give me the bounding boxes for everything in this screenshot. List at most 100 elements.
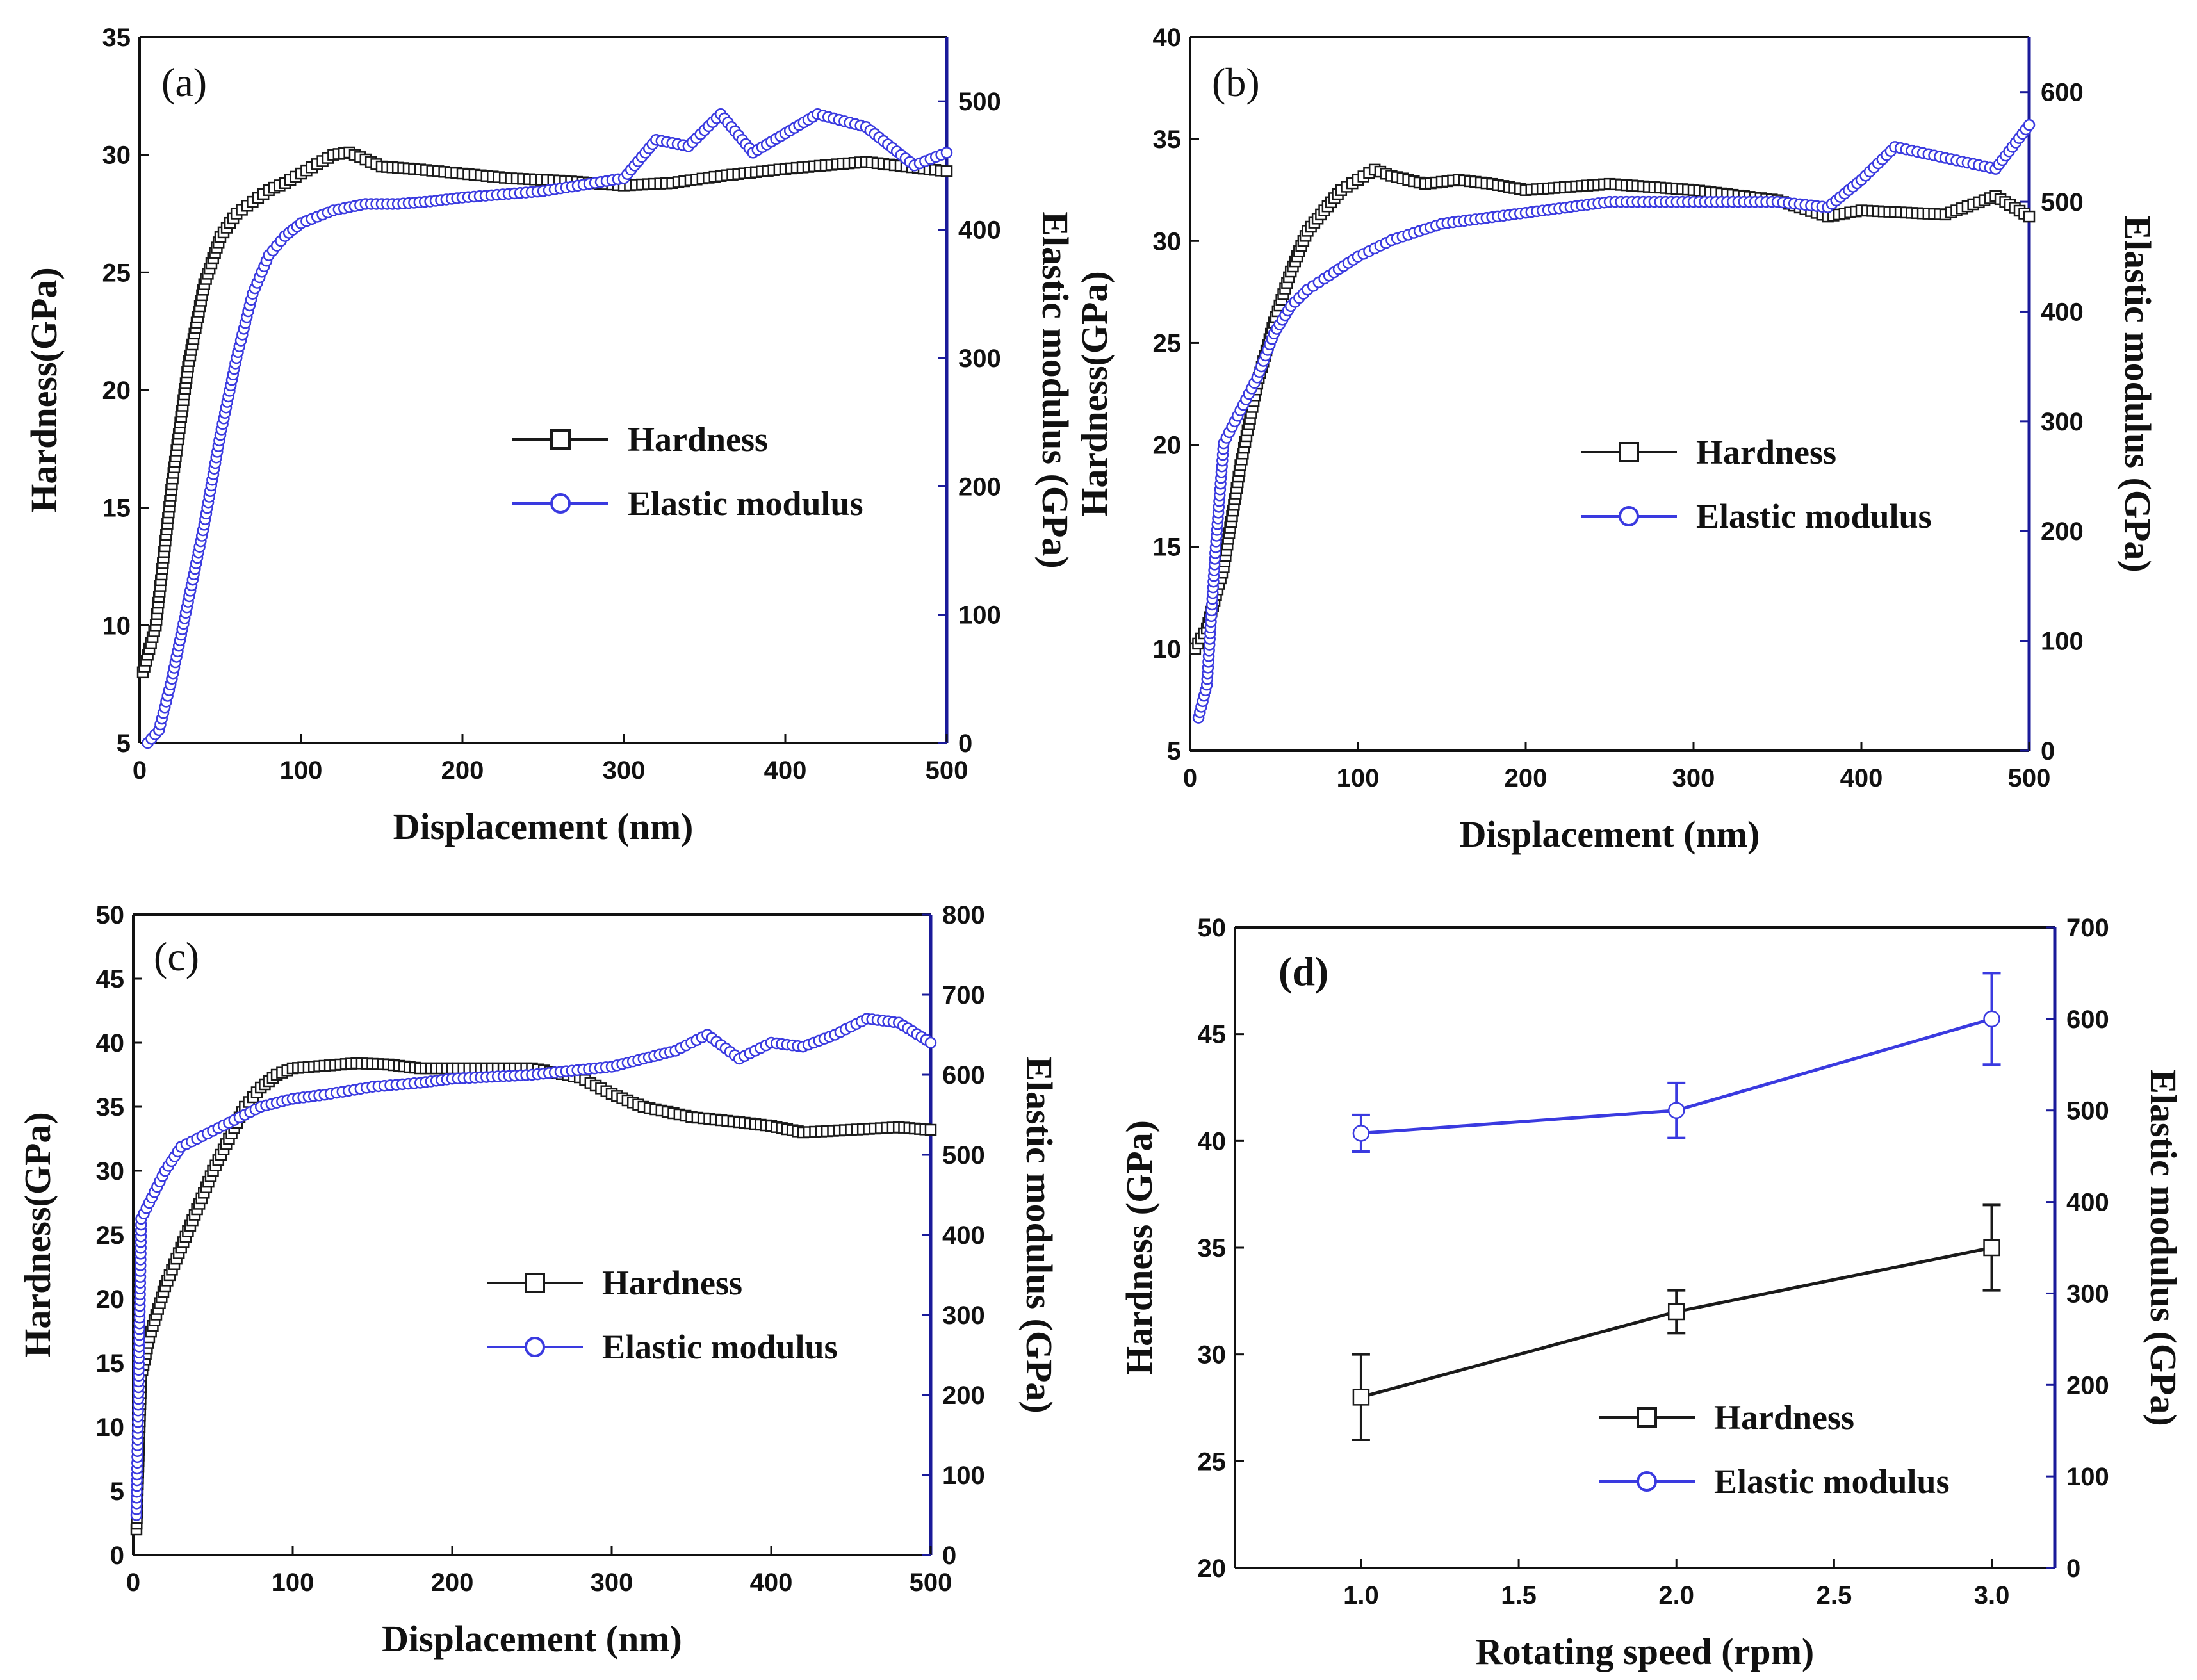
data-point: [924, 1123, 937, 1136]
y-tick-label: 40: [1198, 1127, 1227, 1155]
y2-tick-label: 200: [2041, 518, 2084, 546]
x-tick-label: 0: [126, 1569, 140, 1597]
x-tick-label: 500: [2008, 764, 2051, 792]
data-point: [2023, 118, 2036, 131]
legend-circle-marker: [1619, 506, 1639, 526]
y-tick-label: 25: [96, 1221, 125, 1250]
y-tick-label: 10: [1153, 635, 1182, 664]
y-tick-label: 10: [96, 1414, 125, 1442]
y-tick-label: 15: [96, 1350, 125, 1378]
legend-circle-marker: [1637, 1471, 1657, 1492]
legend-label: Hardness: [628, 420, 768, 459]
x-tick-label: 300: [603, 756, 646, 785]
y-tick-label: 30: [96, 1157, 125, 1186]
data-point: [1983, 1239, 2000, 1257]
y-tick-label: 40: [1153, 24, 1182, 52]
y-tick-label: 45: [1198, 1021, 1227, 1049]
x-axis-title: Displacement (nm): [1460, 813, 1760, 855]
y-tick-label: 35: [96, 1093, 125, 1121]
x-axis-title: Displacement (nm): [393, 806, 694, 847]
data-point: [1983, 1010, 2000, 1028]
x-tick-label: 200: [431, 1569, 474, 1597]
panel-label: (a): [161, 60, 207, 105]
y-tick-label: 50: [1198, 914, 1227, 942]
y2-tick-label: 500: [2041, 188, 2084, 216]
y2-tick-label: 0: [2066, 1554, 2080, 1583]
y2-axis-title: Elastic modulus (GPa): [1018, 1056, 1060, 1414]
legend-square-marker: [1619, 442, 1639, 462]
x-tick-label: 100: [1337, 764, 1380, 792]
chart-panel-c: 0 100 200 300 400 500051015202530354045500100…: [17, 901, 1060, 1660]
y-tick-label: 50: [96, 901, 125, 929]
y2-tick-label: 200: [958, 473, 1001, 501]
panel-label: (d): [1278, 949, 1328, 994]
x-tick-label: 3.0: [1974, 1581, 2010, 1610]
hardness-series: [1352, 1203, 2001, 1441]
y2-tick-label: 700: [2066, 914, 2109, 942]
y-tick-label: 5: [110, 1478, 124, 1506]
series-line: [142, 151, 947, 673]
y-tick-label: 25: [1198, 1448, 1227, 1476]
legend-square-marker: [550, 429, 571, 450]
modulus-series: [142, 108, 953, 749]
y-tick-label: 30: [1153, 227, 1182, 256]
y2-tick-label: 700: [942, 981, 985, 1009]
y2-tick-label: 300: [2041, 408, 2084, 436]
data-point: [924, 1036, 937, 1049]
y2-axis-title: Elastic modulus (GPa): [2143, 1069, 2184, 1426]
legend: Hardness Elastic modulus: [1581, 433, 1932, 535]
legend-label: Hardness: [602, 1264, 742, 1302]
data-point: [1352, 1389, 1370, 1406]
y2-tick-label: 100: [2066, 1463, 2109, 1491]
y2-tick-label: 0: [2041, 737, 2055, 765]
y2-axis-title: Elastic modulus (GPa): [2117, 215, 2159, 573]
legend-label: Hardness: [1696, 433, 1836, 471]
data-point: [1667, 1303, 1685, 1321]
y2-tick-label: 500: [2066, 1097, 2109, 1125]
y2-tick-label: 300: [942, 1301, 985, 1330]
y2-tick-label: 400: [942, 1221, 985, 1250]
y-axis-title: Hardness(GPa): [17, 1112, 58, 1357]
y-tick-label: 30: [102, 142, 131, 170]
y-tick-label: 40: [96, 1029, 125, 1057]
x-tick-label: 200: [441, 756, 484, 785]
y2-tick-label: 500: [958, 88, 1001, 116]
legend-circle-marker: [550, 493, 571, 514]
x-tick-label: 400: [750, 1569, 793, 1597]
legend-square-marker: [525, 1273, 545, 1293]
y2-tick-label: 500: [942, 1141, 985, 1170]
data-point: [940, 147, 953, 159]
x-tick-label: 2.5: [1817, 1581, 1852, 1610]
y-axis-title: Hardness(GPa): [23, 267, 65, 512]
y-tick-label: 25: [102, 259, 131, 287]
data-point: [1667, 1102, 1685, 1119]
y-tick-label: 35: [102, 24, 131, 52]
y-tick-label: 25: [1153, 329, 1182, 357]
x-tick-label: 500: [910, 1569, 952, 1597]
y2-tick-label: 800: [942, 901, 985, 929]
y2-tick-label: 300: [958, 345, 1001, 373]
hardness-series: [1189, 163, 2036, 655]
legend: Hardness Elastic modulus: [487, 1264, 838, 1366]
y-tick-label: 20: [102, 377, 131, 405]
chart-panel-a: 0 100 200 300 400 500 5 10 15 20 25 30 35 0 100 200 300 4…: [23, 24, 1076, 847]
x-axis-title: Displacement (nm): [382, 1618, 682, 1660]
x-tick-label: 100: [280, 756, 323, 785]
y2-tick-label: 600: [2041, 79, 2084, 107]
chart-panel-b: 0 100 200 300 400 500510152025303540010020030…: [1074, 24, 2159, 855]
y-tick-label: 20: [96, 1285, 125, 1314]
y-tick-label: 5: [117, 730, 131, 758]
x-tick-label: 500: [926, 756, 968, 785]
y2-tick-label: 600: [2066, 1006, 2109, 1034]
y2-tick-label: 100: [2041, 628, 2084, 656]
y2-tick-label: 600: [942, 1061, 985, 1089]
y2-tick-label: 400: [2041, 298, 2084, 326]
panel-label: (c): [154, 934, 199, 979]
panel-label: (b): [1212, 60, 1260, 105]
legend-label: Hardness: [1714, 1398, 1854, 1437]
y2-tick-label: 0: [958, 730, 972, 758]
modulus-series: [1192, 118, 2036, 724]
y2-tick-label: 100: [958, 601, 1001, 630]
x-axis-title: Rotating speed (rpm): [1476, 1631, 1814, 1672]
